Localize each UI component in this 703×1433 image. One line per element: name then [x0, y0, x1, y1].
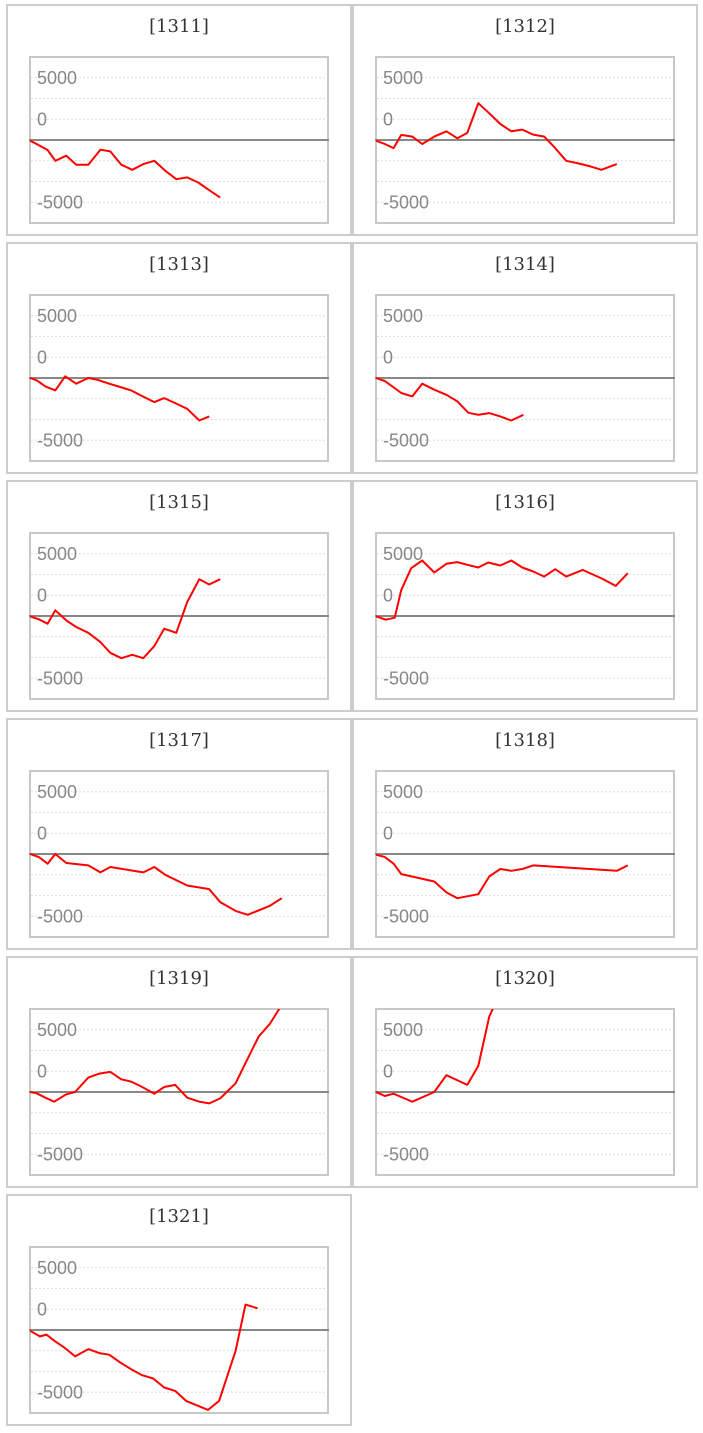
y-tick-label: 0: [37, 1299, 47, 1319]
y-tick-label: 5000: [383, 1020, 423, 1040]
y-tick-label: -5000: [383, 430, 429, 450]
chart-title: [1315]: [149, 492, 209, 513]
series-line: [376, 377, 524, 422]
y-tick-label: 0: [383, 347, 393, 367]
line-chart: 5000 0 -5000: [29, 294, 329, 462]
y-tick-label: 0: [37, 347, 47, 367]
y-tick-label: 5000: [383, 306, 423, 326]
line-chart: 5000 0 -5000: [29, 56, 329, 224]
chart-title: [1311]: [149, 16, 209, 37]
y-tick-label: 0: [37, 823, 47, 843]
chart-panel: [1315] 5000 0 -5000: [6, 480, 352, 712]
y-tick-label: -5000: [383, 192, 429, 212]
chart-panel: [1313] 5000 0 -5000: [6, 242, 352, 474]
y-tick-label: -5000: [37, 192, 83, 212]
y-tick-label: 5000: [37, 1020, 77, 1040]
y-tick-label: 5000: [383, 68, 423, 88]
series-line: [30, 375, 210, 422]
y-tick-label: -5000: [37, 1382, 83, 1402]
series-line: [30, 1009, 281, 1105]
y-tick-label: 5000: [37, 1258, 77, 1278]
line-chart: 5000 0 -5000: [29, 770, 329, 938]
y-tick-label: 0: [383, 1061, 393, 1081]
series-line: [376, 1009, 494, 1103]
y-tick-label: 5000: [37, 306, 77, 326]
chart-panel: [1317] 5000 0 -5000: [6, 718, 352, 950]
chart-title: [1316]: [495, 492, 555, 513]
y-tick-label: 5000: [37, 782, 77, 802]
chart-title: [1313]: [149, 254, 209, 275]
line-chart: 5000 0 -5000: [375, 56, 675, 224]
y-tick-label: 0: [383, 109, 393, 129]
y-tick-label: 5000: [37, 68, 77, 88]
chart-title: [1314]: [495, 254, 555, 275]
chart-panel: [1316] 5000 0 -5000: [352, 480, 698, 712]
series-line: [376, 853, 629, 900]
line-chart: 5000 0 -5000: [29, 532, 329, 700]
chart-panel: [1321] 5000 0 -5000: [6, 1194, 352, 1426]
chart-title: [1320]: [495, 968, 555, 989]
line-chart: 5000 0 -5000: [375, 294, 675, 462]
series-line: [30, 139, 221, 199]
y-tick-label: -5000: [383, 668, 429, 688]
series-line: [30, 578, 221, 660]
line-chart: 5000 0 -5000: [29, 1008, 329, 1176]
y-tick-label: 0: [37, 585, 47, 605]
chart-title: [1317]: [149, 730, 209, 751]
chart-panel: [1318] 5000 0 -5000: [352, 718, 698, 950]
chart-title: [1321]: [149, 1206, 209, 1227]
y-tick-label: 0: [383, 823, 393, 843]
y-tick-label: 5000: [383, 782, 423, 802]
y-tick-label: -5000: [37, 430, 83, 450]
line-chart: 5000 0 -5000: [375, 1008, 675, 1176]
series-line: [30, 1303, 258, 1411]
y-tick-label: 0: [37, 109, 47, 129]
series-line: [30, 853, 283, 916]
y-tick-label: -5000: [37, 668, 83, 688]
y-tick-label: 0: [37, 1061, 47, 1081]
line-chart: 5000 0 -5000: [375, 770, 675, 938]
y-tick-label: 5000: [37, 544, 77, 564]
y-tick-label: -5000: [383, 1144, 429, 1164]
chart-title: [1312]: [495, 16, 555, 37]
y-tick-label: 5000: [383, 544, 423, 564]
chart-panel: [1319] 5000 0 -5000: [6, 956, 352, 1188]
chart-title: [1319]: [149, 968, 209, 989]
chart-title: [1318]: [495, 730, 555, 751]
y-tick-label: -5000: [383, 906, 429, 926]
y-tick-label: -5000: [37, 906, 83, 926]
series-line: [376, 102, 618, 171]
series-line: [376, 559, 629, 621]
chart-panel: [1320] 5000 0 -5000: [352, 956, 698, 1188]
chart-panel: [1312] 5000 0 -5000: [352, 4, 698, 236]
y-tick-label: 0: [383, 585, 393, 605]
line-chart: 5000 0 -5000: [29, 1246, 329, 1414]
chart-panel: [1314] 5000 0 -5000: [352, 242, 698, 474]
line-chart: 5000 0 -5000: [375, 532, 675, 700]
y-tick-label: -5000: [37, 1144, 83, 1164]
chart-panel: [1311] 5000 0 -5000: [6, 4, 352, 236]
